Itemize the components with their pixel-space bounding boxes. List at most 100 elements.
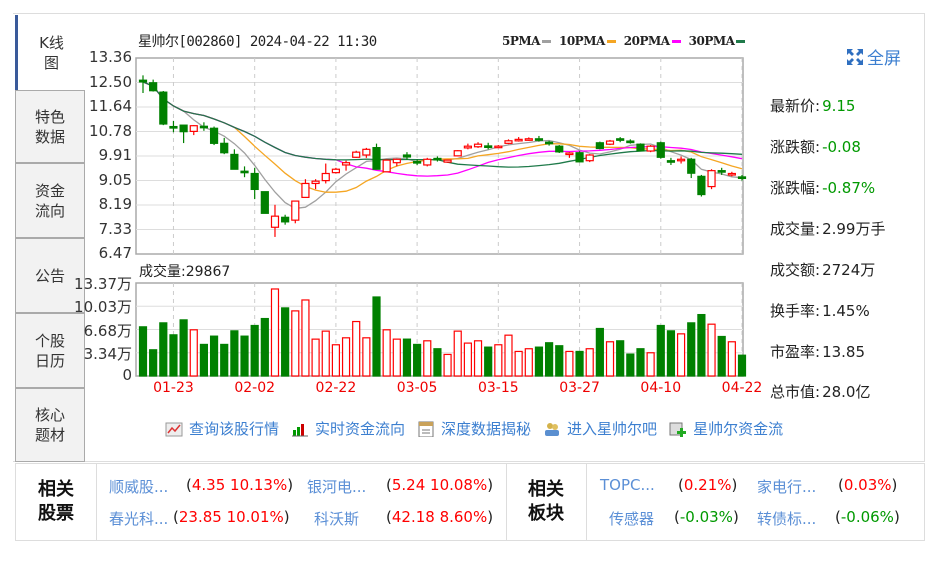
volume-bar (666, 330, 676, 377)
candle (687, 157, 696, 179)
candle (209, 126, 219, 146)
candle (666, 157, 676, 165)
date-tick: 02-02 (234, 380, 276, 396)
candle-body (585, 154, 594, 162)
info-label: 换手率: (770, 302, 821, 320)
quick-link[interactable]: 实时资金流向 (291, 418, 405, 439)
quick-link[interactable]: 星帅尔资金流 (669, 418, 783, 439)
volume-bar (250, 324, 259, 377)
volume-bar (291, 310, 300, 377)
volume-bar (372, 296, 381, 377)
date-tick: 02-22 (315, 380, 357, 396)
volume-bar (382, 329, 391, 377)
related-sector-link[interactable]: 家电行... (757, 478, 817, 496)
related-stock-quote: (5.24 10.08%) (386, 476, 494, 494)
candle-body (453, 150, 462, 157)
volume-bar (413, 343, 422, 377)
candle (250, 167, 259, 200)
candle (291, 200, 300, 224)
candle-body (727, 172, 736, 176)
date-tick: 01-23 (153, 380, 194, 396)
candle (707, 169, 716, 190)
tab-3[interactable]: 公告 (15, 238, 85, 313)
candle-body (646, 145, 655, 152)
related-stock-link[interactable]: 科沃斯 (314, 510, 360, 528)
candle-body (707, 170, 716, 188)
candle (321, 163, 330, 184)
quick-link[interactable]: 深度数据揭秘 (417, 418, 531, 439)
candle (524, 137, 533, 141)
info-row: 市盈率: 13.85 (770, 341, 865, 362)
volume-bar (534, 346, 544, 377)
related-stock-link[interactable]: 春光科... (109, 510, 169, 528)
volume-bar (687, 322, 696, 377)
candle (463, 143, 472, 150)
related-sector-link[interactable]: TOPC... (600, 476, 655, 494)
volume-bar (707, 323, 716, 377)
related-sector-link[interactable]: 转债标... (757, 510, 817, 528)
tab-1[interactable]: 特色数据 (15, 90, 85, 163)
candle-body (443, 159, 452, 163)
quick-link[interactable]: 查询该股行情 (165, 418, 279, 439)
candle (392, 158, 401, 167)
quick-link-label: 深度数据揭秘 (441, 420, 532, 438)
candle (453, 150, 462, 157)
volume-bar (595, 327, 604, 377)
candle (362, 147, 371, 158)
volume-bar (443, 353, 452, 377)
volume-bar (362, 337, 371, 377)
related-sector-quote: (-0.06%) (835, 508, 900, 526)
tab-4[interactable]: 个股日历 (15, 313, 85, 388)
quick-link-label: 查询该股行情 (189, 420, 280, 438)
volume-bar (301, 299, 310, 377)
related-sector-link[interactable]: 传感器 (609, 510, 655, 528)
volume-title: 成交量:29867 (139, 264, 231, 280)
candle-body (545, 141, 554, 145)
fullscreen-button[interactable]: 全屏 (846, 44, 901, 69)
candle-body (463, 145, 472, 149)
candle-body (270, 215, 280, 228)
candle-body (240, 170, 249, 174)
candle (372, 143, 381, 170)
related-stock-link[interactable]: 银河电... (307, 478, 367, 496)
tab-5[interactable]: 核心题材 (15, 388, 85, 462)
info-label: 成交量: (770, 220, 821, 238)
legend-swatch (736, 40, 746, 43)
related-stock-quote: (23.85 10.01%) (173, 508, 290, 526)
related-stock-value: 23.85 10.01% (178, 508, 284, 526)
candle-body (514, 138, 523, 142)
tab-label: K线图 (39, 33, 64, 72)
volume-tick: 3.34万 (83, 344, 132, 363)
info-label: 市盈率: (770, 343, 821, 361)
related-stock-link[interactable]: 顺威股... (109, 478, 169, 496)
candle (270, 204, 280, 237)
candle-body (331, 168, 340, 174)
volume-bar (209, 335, 219, 377)
tab-0[interactable]: K线图 (15, 15, 85, 90)
tab-label: 资金流向 (34, 181, 65, 220)
tab-2[interactable]: 资金流向 (15, 163, 85, 238)
candle-body (697, 175, 706, 196)
related-stock-quote: (4.35 10.13%) (186, 476, 294, 494)
info-row: 成交额: 2724万 (770, 259, 875, 280)
volume-bar (240, 335, 249, 377)
volume-bar (636, 348, 645, 377)
candle (382, 159, 391, 173)
kline-chart[interactable] (0, 0, 946, 400)
info-label: 成交额: (770, 261, 821, 279)
legend-swatch (606, 40, 616, 43)
legend-item: 10PMA (559, 34, 616, 48)
legend-label: 5PMA (502, 34, 540, 48)
candle (565, 152, 574, 158)
volume-bar (473, 340, 483, 377)
volume-bar (697, 313, 706, 377)
candle (199, 122, 209, 131)
quick-link[interactable]: 进入星帅尔吧 (543, 418, 657, 439)
related-stock-value: 5.24 10.08% (391, 476, 488, 494)
candle (646, 145, 655, 153)
volume-bar (504, 334, 513, 377)
info-value: -0.87% (822, 179, 876, 197)
date-tick: 03-05 (396, 380, 438, 396)
info-value: 2724万 (822, 261, 876, 279)
info-value: 2.99万手 (822, 220, 886, 238)
